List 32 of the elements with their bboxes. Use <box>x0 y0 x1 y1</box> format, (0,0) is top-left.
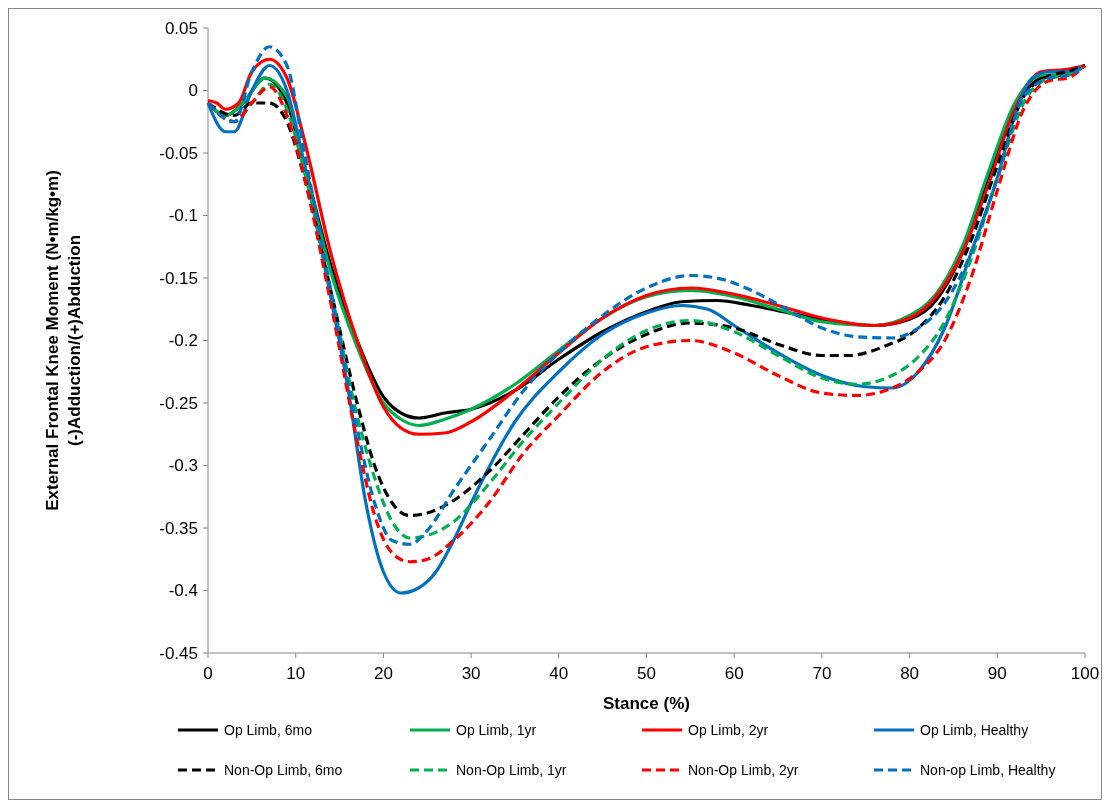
y-tick-label: -0.3 <box>168 456 198 476</box>
x-tick-label: 70 <box>812 664 832 683</box>
y-tick-label: -0.35 <box>159 518 198 538</box>
legend-label: Non-Op Limb, 2yr <box>688 761 799 778</box>
x-tick-label: 80 <box>900 664 920 683</box>
legend-label: Op Limb, 6mo <box>224 721 313 738</box>
x-tick-label: 50 <box>637 664 656 683</box>
y-tick-label: -0.2 <box>168 331 198 351</box>
x-tick-label: 10 <box>286 664 306 683</box>
x-axis-title: Stance (%) <box>603 694 690 713</box>
x-tick-label: 90 <box>987 664 1007 683</box>
y-tick-label: 0 <box>188 81 198 101</box>
legend-label: Non-op Limb, Healthy <box>920 761 1056 778</box>
legend-label: Op Limb, Healthy <box>920 721 1029 738</box>
y-tick-label: -0.4 <box>168 581 198 601</box>
legend-label: Op Limb, 1yr <box>456 721 537 738</box>
x-tick-label: 0 <box>203 664 213 683</box>
x-tick-label: 40 <box>549 664 569 683</box>
y-tick-label: -0.25 <box>159 393 198 413</box>
y-tick-label: -0.15 <box>159 268 198 288</box>
y-tick-label: -0.05 <box>159 143 198 163</box>
x-tick-label: 100 <box>1070 664 1100 683</box>
x-tick-label: 30 <box>461 664 481 683</box>
legend-label: Non-Op Limb, 6mo <box>224 761 343 778</box>
y-tick-label: -0.45 <box>159 643 198 663</box>
legend-label: Non-Op Limb, 1yr <box>456 761 567 778</box>
legend-label: Op Limb, 2yr <box>688 721 769 738</box>
y-axis-title: External Frontal Knee Moment (N•m/kg•m) (-)Adduction/(+)Abduction <box>43 170 84 511</box>
y-tick-label: -0.1 <box>168 206 198 226</box>
x-tick-label: 20 <box>373 664 393 683</box>
y-tick-label: 0.05 <box>164 18 198 38</box>
x-tick-label: 60 <box>724 664 744 683</box>
